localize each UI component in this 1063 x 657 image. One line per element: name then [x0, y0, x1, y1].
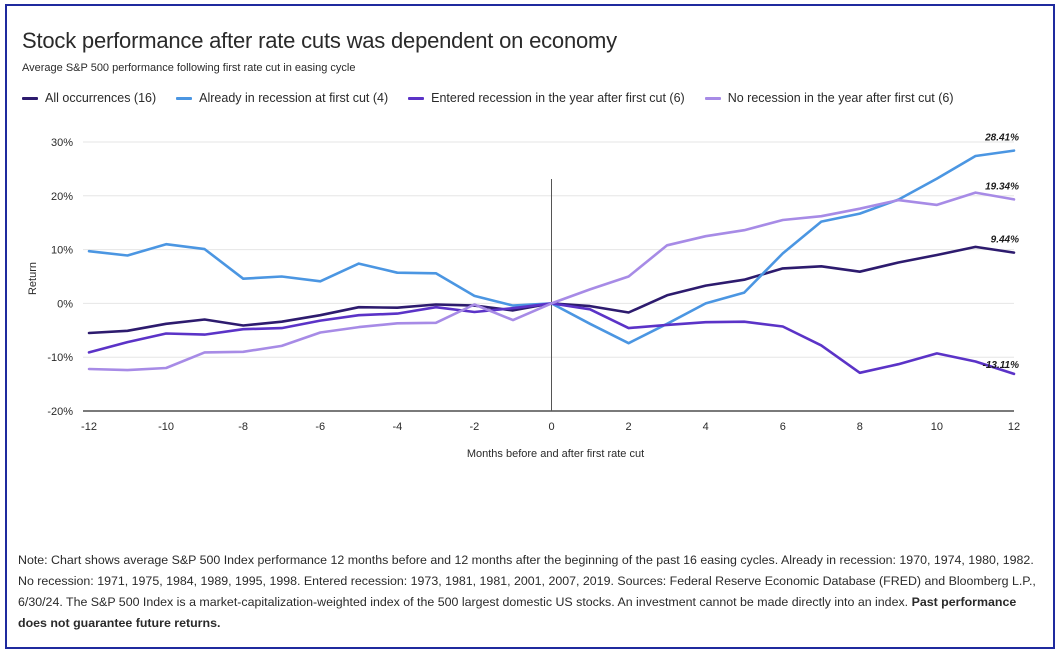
chart-legend: All occurrences (16) Already in recessio…	[22, 91, 974, 105]
x-tick-label: -4	[392, 421, 402, 433]
note-text: Note: Chart shows average S&P 500 Index …	[18, 553, 1036, 609]
legend-item-all-occurrences: All occurrences (16)	[22, 91, 156, 105]
x-tick-label: 8	[857, 421, 863, 433]
series-line-3	[87, 191, 1016, 372]
legend-swatch	[704, 96, 721, 100]
legend-item-already-in-recession: Already in recession at first cut (4)	[176, 91, 388, 105]
end-value-label: -13.11%	[982, 360, 1019, 371]
y-tick-label: 0%	[57, 298, 73, 310]
x-tick-label: 0	[548, 421, 554, 433]
x-tick-label: -8	[238, 421, 248, 433]
x-tick-label: -2	[470, 421, 480, 433]
chart-note: Note: Chart shows average S&P 500 Index …	[18, 550, 1038, 634]
x-tick-label: 12	[1008, 421, 1020, 433]
x-tick-label: -10	[158, 421, 174, 433]
line-chart: 30% 20% 10% 0% -10% -20% -12 -10 -8 -6 -4 -2 0 2 4 6 8 10…	[27, 133, 1020, 460]
x-tick-label: -6	[315, 421, 325, 433]
legend-swatch	[408, 96, 425, 100]
y-tick-label: 30%	[51, 137, 73, 149]
legend-label: Entered recession in the year after firs…	[431, 91, 685, 105]
x-tick-label: 10	[931, 421, 943, 433]
x-tick-label: 2	[626, 421, 632, 433]
x-axis-title: Months before and after first rate cut	[467, 448, 644, 460]
legend-item-no-recession: No recession in the year after first cut…	[704, 91, 954, 105]
y-tick-label: -10%	[47, 352, 73, 364]
legend-item-entered-recession: Entered recession in the year after firs…	[408, 91, 685, 105]
note-disclaimer: Past performance does not guarantee futu…	[18, 595, 1017, 630]
legend-swatch	[22, 96, 38, 100]
chart-frame	[5, 4, 1055, 649]
end-value-label: 9.44%	[991, 235, 1019, 246]
end-value-label: 19.34%	[985, 181, 1019, 192]
end-value-label: 28.41%	[984, 133, 1019, 144]
chart-title: Stock performance after rate cuts was de…	[22, 28, 617, 53]
x-tick-label: -12	[81, 421, 97, 433]
y-axis-title: Return	[27, 262, 39, 295]
x-tick-label: 6	[780, 421, 786, 433]
legend-swatch	[176, 96, 193, 100]
y-tick-label: 10%	[51, 245, 73, 257]
x-tick-label: 4	[703, 421, 709, 433]
legend-label: All occurrences (16)	[45, 91, 157, 105]
legend-label: Already in recession at first cut (4)	[199, 91, 389, 105]
y-tick-label: -20%	[47, 406, 73, 418]
y-tick-label: 20%	[51, 191, 73, 203]
chart-subtitle: Average S&P 500 performance following fi…	[22, 62, 356, 74]
legend-label: No recession in the year after first cut…	[727, 91, 954, 105]
